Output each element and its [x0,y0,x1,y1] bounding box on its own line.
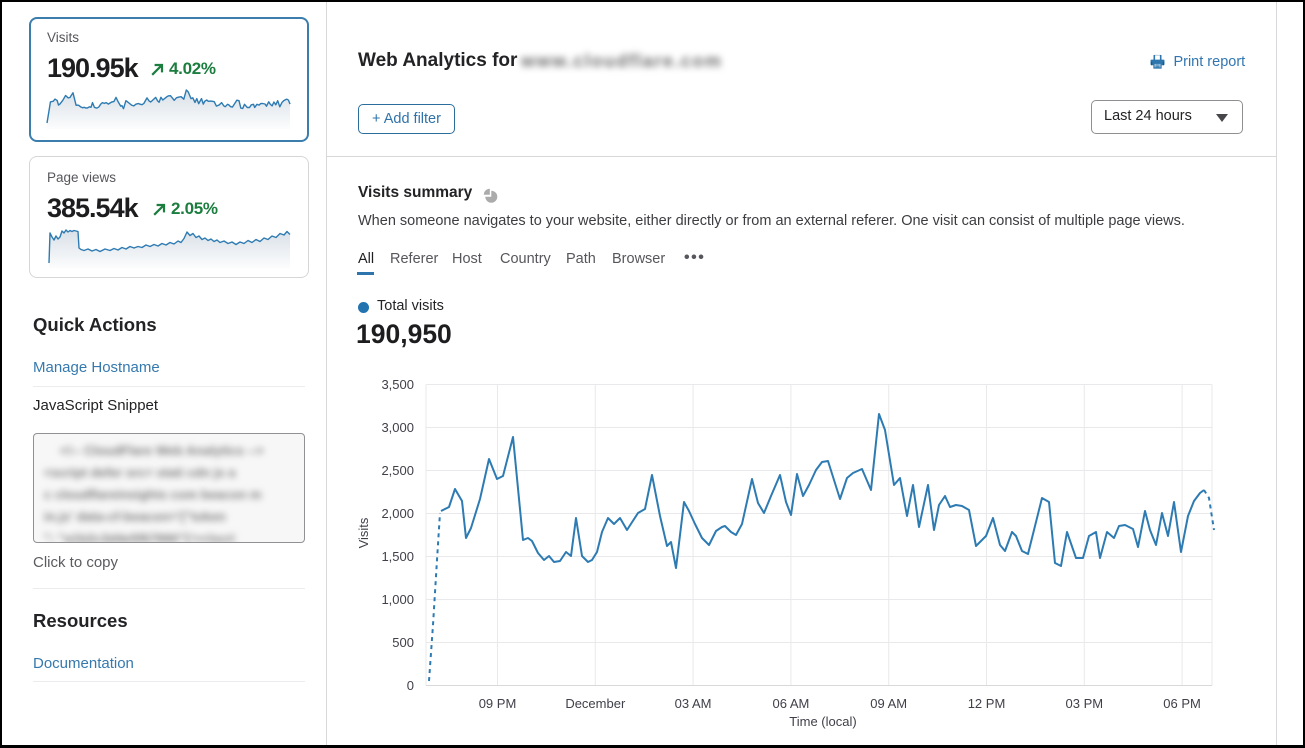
svg-text:Visits: Visits [356,517,371,548]
svg-text:09 AM: 09 AM [870,696,907,711]
svg-text:12 PM: 12 PM [968,696,1006,711]
svg-text:3,000: 3,000 [381,420,414,435]
svg-text:03 PM: 03 PM [1066,696,1104,711]
svg-text:3,500: 3,500 [381,377,414,392]
svg-text:Time (local): Time (local) [789,714,856,729]
svg-text:1,000: 1,000 [381,592,414,607]
svg-text:06 AM: 06 AM [772,696,809,711]
svg-text:09 PM: 09 PM [479,696,517,711]
svg-text:500: 500 [392,635,414,650]
svg-text:1,500: 1,500 [381,549,414,564]
svg-text:2,000: 2,000 [381,506,414,521]
svg-text:0: 0 [407,678,414,693]
svg-text:2,500: 2,500 [381,463,414,478]
svg-text:December: December [565,696,626,711]
svg-text:03 AM: 03 AM [675,696,712,711]
svg-text:06 PM: 06 PM [1163,696,1201,711]
